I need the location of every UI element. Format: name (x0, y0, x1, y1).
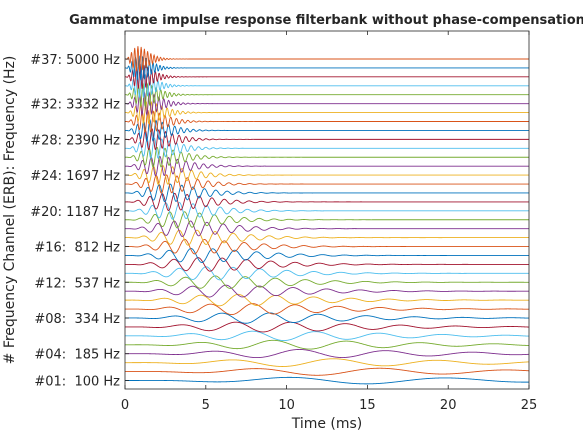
series-line-channel-26 (125, 146, 529, 168)
x-axis-label: Time (ms) (291, 416, 363, 432)
series-line-channel-16 (125, 238, 529, 255)
chart-title: Gammatone impulse response filterbank wi… (69, 13, 583, 28)
series-line-channel-31 (125, 99, 529, 125)
y-axis-label: # Frequency Channel (ERB): Frequency (Hz… (2, 56, 18, 365)
series-line-channel-01 (125, 376, 529, 385)
series-line-channel-06 (125, 330, 530, 341)
y-tick-label: #08: 334 Hz (34, 312, 120, 327)
series-line-channel-35 (125, 63, 529, 89)
x-tick-label: 25 (521, 398, 538, 413)
series-line-channel-28 (124, 127, 529, 151)
series-line-channel-15 (125, 248, 529, 263)
series-line-channel-09 (125, 303, 529, 315)
series-line-channel-04 (125, 349, 530, 359)
series-line-channel-10 (124, 293, 529, 307)
plot-series (124, 46, 530, 385)
series-line-channel-25 (125, 156, 529, 177)
y-axis: #01: 100 Hz #04: 185 Hz #08: 334 Hz #12: 53… (30, 53, 129, 390)
series-line-channel-12 (125, 275, 529, 289)
series-line-channel-19 (125, 211, 529, 229)
series-line-channel-30 (125, 109, 529, 134)
y-tick-label: #28: 2390 Hz (30, 133, 120, 148)
series-line-channel-13 (125, 266, 530, 281)
x-tick-label: 15 (359, 398, 376, 413)
y-tick-label: #37: 5000 Hz (30, 53, 120, 68)
axes-box (124, 30, 530, 390)
y-tick-label: #01: 100 Hz (34, 375, 120, 390)
series-line-channel-11 (125, 284, 529, 298)
x-tick-label: 10 (278, 398, 295, 413)
series-line-channel-02 (125, 367, 530, 376)
series-line-channel-27 (125, 137, 529, 160)
series-line-channel-36 (125, 55, 529, 82)
y-tick-label: #12: 537 Hz (34, 276, 120, 291)
series-line-channel-37 (125, 46, 529, 72)
y-tick-label: #20: 1187 Hz (30, 205, 120, 220)
series-line-channel-23 (125, 174, 529, 194)
series-line-channel-24 (125, 165, 529, 185)
x-tick-label: 0 (121, 398, 129, 413)
x-axis: 0 5 10 15 20 25 (121, 31, 537, 413)
series-line-channel-22 (125, 183, 529, 203)
x-tick-label: 20 (440, 398, 457, 413)
series-line-channel-17 (125, 229, 529, 246)
series-line-channel-21 (125, 192, 529, 211)
series-line-channel-32 (125, 90, 529, 117)
series-line-channel-05 (125, 339, 530, 350)
y-tick-label: #04: 185 Hz (34, 348, 120, 363)
x-tick-label: 5 (202, 398, 210, 413)
series-line-channel-03 (125, 358, 530, 367)
series-line-channel-18 (125, 220, 529, 238)
series-line-channel-34 (125, 73, 529, 99)
series-line-channel-29 (125, 119, 529, 142)
series-line-channel-07 (125, 321, 530, 333)
y-tick-label: #16: 812 Hz (34, 241, 120, 256)
y-tick-label: #32: 3332 Hz (30, 98, 120, 113)
y-tick-label: #24: 1697 Hz (30, 169, 120, 184)
series-line-channel-14 (125, 257, 529, 272)
series-line-channel-08 (125, 312, 530, 324)
series-line-channel-33 (125, 81, 529, 108)
series-line-channel-20 (125, 202, 529, 220)
